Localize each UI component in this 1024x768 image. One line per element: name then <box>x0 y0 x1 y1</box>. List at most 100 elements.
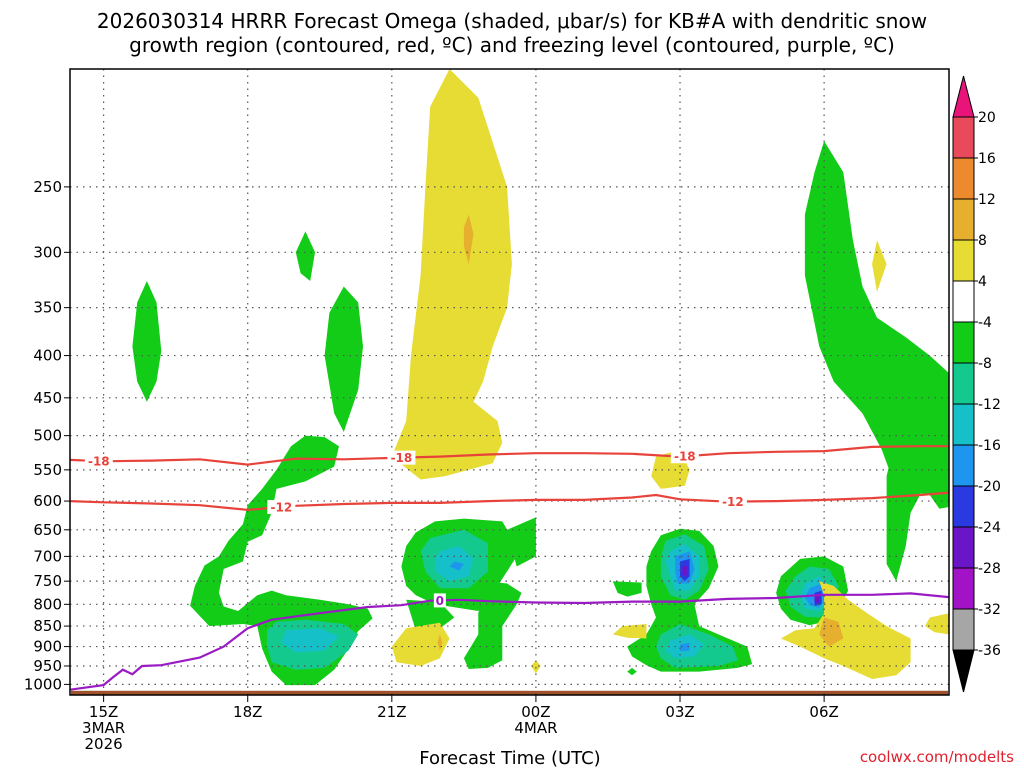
omega-region-4-to-8-32 <box>391 69 512 480</box>
x-tick-label-21z: 21Z <box>377 703 406 721</box>
colorbar-tick-label-12: -12 <box>978 397 1001 413</box>
y-tick-label-450: 450 <box>33 389 62 407</box>
y-tick-label-800: 800 <box>33 595 62 613</box>
contour-label-12-1: -12 <box>722 495 744 509</box>
x-tick-label-3mar: 3MAR <box>82 719 125 737</box>
omega-region-8-to-12-40 <box>463 214 474 265</box>
chart-title-line-1: 2026030314 HRRR Forecast Omega (shaded, … <box>97 9 927 33</box>
x-tick-label-06z: 06Z <box>809 703 838 721</box>
omega-region-4-to-8-35 <box>531 660 541 674</box>
colorbar-tick-label-20: -20 <box>978 479 1001 495</box>
contour-label-bg-18-1 <box>387 450 416 465</box>
x-axis-label: Forecast Time (UTC) <box>419 748 600 768</box>
contour-label-18-2: -18 <box>674 450 696 464</box>
colorbar-tick-label-36: -36 <box>978 643 1001 659</box>
colorbar-tick-label-16: 16 <box>978 151 996 167</box>
colorbar-tick-label-24: -24 <box>978 520 1001 536</box>
omega-region-8-to-4-6 <box>507 517 536 567</box>
contour-line-18 <box>70 445 949 466</box>
colorbar-tick-label-32: -32 <box>978 602 1001 618</box>
y-tick-label-400: 400 <box>33 347 62 365</box>
x-tick-label-4mar: 4MAR <box>514 719 557 737</box>
y-tick-label-700: 700 <box>33 547 62 565</box>
contour-label-bg-18-2 <box>670 449 699 464</box>
colorbar-tick-label-8: 8 <box>978 233 987 249</box>
omega-region-20-to-16-24 <box>449 561 464 571</box>
y-tick-label-750: 750 <box>33 572 62 590</box>
omega-region-4-to-8-38 <box>780 581 911 679</box>
y-axis-pressure-ticks: 250 300 350 400 450 500 550 600 650 700 750 800 850 9… <box>24 178 70 693</box>
omega-region-8-to-4-5 <box>463 581 522 669</box>
y-tick-label-250: 250 <box>33 178 62 196</box>
y-tick-label-950: 950 <box>33 657 62 675</box>
colorbar-bin-28-to-24 <box>952 526 975 569</box>
colorbar-bin-8-to-4 <box>952 321 975 364</box>
colorbar-tick-label-16: -16 <box>978 438 1001 454</box>
contour-label-0-0: 0 <box>436 594 444 608</box>
contour-label-18-0: -18 <box>88 455 110 469</box>
omega-region-8-to-4-13 <box>886 435 930 582</box>
grid-lines <box>70 69 949 695</box>
contour-label-12-0: -12 <box>271 501 293 515</box>
contour-label-bg-18-0 <box>84 454 113 469</box>
colorbar-bin-4-to-8 <box>952 239 975 282</box>
contour-line-12 <box>70 491 949 512</box>
omega-region-4-to-8-36 <box>612 624 647 639</box>
colorbar-under-arrow <box>952 649 975 693</box>
y-tick-label-1000: 1000 <box>24 675 62 693</box>
omega-region-4-to-8-37 <box>872 240 887 292</box>
x-tick-label-18z: 18Z <box>233 703 262 721</box>
omega-shading <box>132 69 949 686</box>
x-tick-label-03z: 03Z <box>665 703 694 721</box>
contour-label-bg-12-1 <box>718 494 747 509</box>
contour-label-18-1: -18 <box>391 451 413 465</box>
omega-region-8-to-4-0 <box>132 281 162 402</box>
colorbar-tick-label-8: -8 <box>978 356 992 372</box>
credit-link[interactable]: coolwx.com/modelts <box>860 748 1014 766</box>
y-tick-label-350: 350 <box>33 299 62 317</box>
colorbar-bin-12-to-8 <box>952 362 975 405</box>
colorbar-tick-label-4: 4 <box>978 274 987 290</box>
x-tick-label-15z: 15Z <box>89 703 118 721</box>
contour-label-bg-0-0 <box>433 593 446 608</box>
temperature-contours: -18 -18 -18 -12 -12 0 <box>70 445 949 691</box>
colorbar-bin-8-to-12 <box>952 198 975 241</box>
omega-region-8-to-4-7 <box>406 599 455 631</box>
y-tick-label-300: 300 <box>33 243 62 261</box>
y-tick-label-600: 600 <box>33 492 62 510</box>
colorbar-bin-16-to-20 <box>952 116 975 159</box>
colorbar-bin-12-to-16 <box>952 157 975 200</box>
y-tick-label-850: 850 <box>33 617 62 635</box>
y-tick-label-500: 500 <box>33 427 62 445</box>
ground-surface <box>71 690 948 695</box>
colorbar-tick-label-28: -28 <box>978 561 1001 577</box>
contour-line-0 <box>70 592 949 691</box>
omega-region-8-to-4-12 <box>804 141 949 509</box>
colorbar-tick-label-4: -4 <box>978 315 992 331</box>
colorbar-bin-36-to-32 <box>952 608 975 651</box>
plot-frame <box>69 68 950 696</box>
ground-band <box>71 690 948 695</box>
omega-region-8-to-4-8 <box>612 581 642 597</box>
omega-region-8-to-4-1 <box>295 231 315 281</box>
y-tick-label-900: 900 <box>33 638 62 656</box>
omega-colorbar: 20 16 12 8 4 -4 -8 -12 -16 -20 -24 -28 -32 -36 <box>952 75 1001 693</box>
y-tick-label-650: 650 <box>33 521 62 539</box>
omega-region-8-to-4-2 <box>324 286 363 432</box>
colorbar-over-arrow <box>952 75 975 118</box>
colorbar-bin-4-to-4 <box>952 280 975 323</box>
omega-region-4-to-8-34 <box>391 622 450 666</box>
colorbar-bin-16-to-12 <box>952 403 975 446</box>
omega-region-28-to-24-30 <box>682 565 688 576</box>
contour-label-bg-12-0 <box>267 500 296 515</box>
omega-region-20-to-16-26 <box>680 642 690 652</box>
colorbar-tick-label-12: 12 <box>978 192 996 208</box>
omega-region-8-to-12-42 <box>819 617 844 647</box>
colorbar-bin-20-to-16 <box>952 444 975 487</box>
chart-title-line-2: growth region (contoured, red, ºC) and f… <box>129 33 895 57</box>
x-tick-label-00z: 00Z <box>521 703 550 721</box>
colorbar-bin-24-to-20 <box>952 485 975 528</box>
omega-region-4-to-8-39 <box>925 613 949 635</box>
